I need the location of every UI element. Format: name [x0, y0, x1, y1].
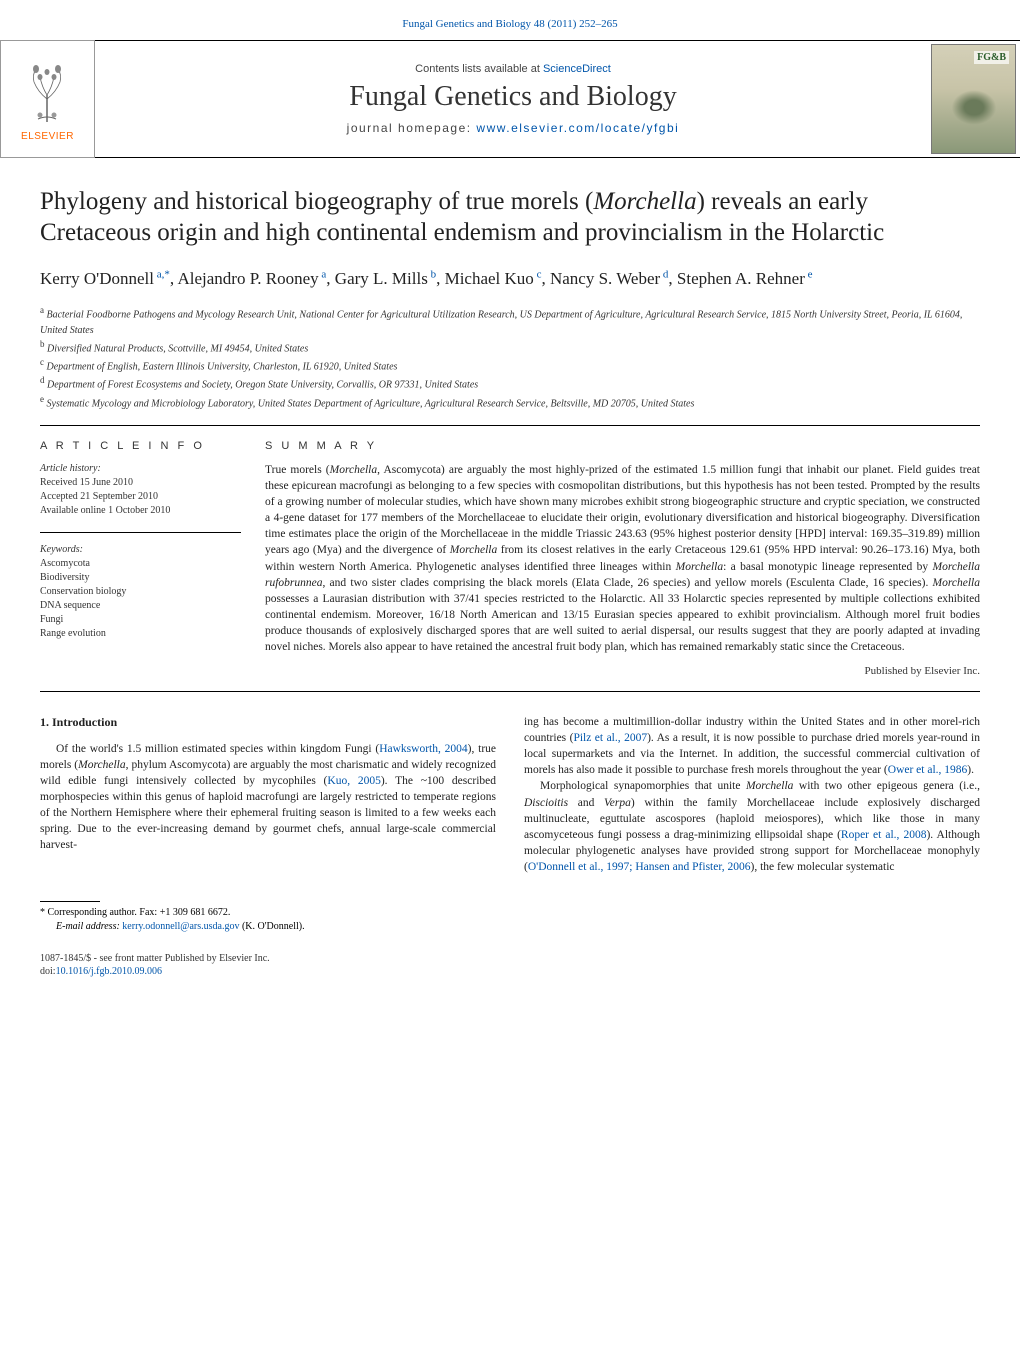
affiliation-c: c Department of English, Eastern Illinoi…: [40, 356, 980, 374]
keyword: Range evolution: [40, 627, 241, 641]
affiliation-b: b Diversified Natural Products, Scottvil…: [40, 338, 980, 356]
history-block: Article history: Received 15 June 2010 A…: [40, 462, 241, 518]
keyword: Biodiversity: [40, 571, 241, 585]
journal-name: Fungal Genetics and Biology: [95, 81, 931, 113]
affiliations: a Bacterial Foodborne Pathogens and Myco…: [40, 304, 980, 411]
intro-para-3: Morphological synapomorphies that unite …: [524, 778, 980, 875]
history-label: Article history:: [40, 462, 241, 476]
elsevier-label: ELSEVIER: [21, 131, 74, 142]
homepage-link[interactable]: www.elsevier.com/locate/yfgbi: [476, 121, 679, 135]
footnote-rule: [40, 901, 100, 902]
affiliation-a: a Bacterial Foodborne Pathogens and Myco…: [40, 304, 980, 337]
abstract-text: True morels (Morchella, Ascomycota) are …: [265, 462, 980, 655]
intro-para-2: ing has become a multimillion-dollar ind…: [524, 714, 980, 778]
footnotes: * Corresponding author. Fax: +1 309 681 …: [40, 901, 480, 934]
keyword: Conservation biology: [40, 585, 241, 599]
summary-heading: S U M M A R Y: [265, 440, 980, 452]
corresponding-author: * Corresponding author. Fax: +1 309 681 …: [40, 906, 480, 920]
masthead: ELSEVIER Contents lists available at Sci…: [0, 40, 1020, 158]
email-who: (K. O'Donnell).: [239, 921, 304, 932]
masthead-center: Contents lists available at ScienceDirec…: [95, 55, 931, 143]
email-line: E-mail address: kerry.odonnell@ars.usda.…: [40, 920, 480, 934]
keywords-block: Keywords: Ascomycota Biodiversity Conser…: [40, 543, 241, 641]
rule-bottom: [40, 691, 980, 692]
column-right: ing has become a multimillion-dollar ind…: [524, 714, 980, 875]
journal-cover-thumb: [931, 44, 1016, 154]
authors: Kerry O'Donnell a,*, Alejandro P. Rooney…: [40, 267, 980, 291]
header-citation: Fungal Genetics and Biology 48 (2011) 25…: [0, 0, 1020, 40]
keyword: Ascomycota: [40, 557, 241, 571]
article-info-heading: A R T I C L E I N F O: [40, 440, 241, 452]
doi-link[interactable]: 10.1016/j.fgb.2010.09.006: [56, 966, 162, 977]
sciencedirect-line: Contents lists available at ScienceDirec…: [95, 63, 931, 75]
intro-heading: 1. Introduction: [40, 714, 496, 731]
affiliation-d: d Department of Forest Ecosystems and So…: [40, 374, 980, 392]
info-abstract-row: A R T I C L E I N F O Article history: R…: [40, 426, 980, 691]
keyword: Fungi: [40, 613, 241, 627]
history-online: Available online 1 October 2010: [40, 504, 241, 518]
info-divider: [40, 532, 241, 533]
email-label: E-mail address:: [56, 921, 122, 932]
footer: 1087-1845/$ - see front matter Published…: [40, 952, 980, 978]
history-accepted: Accepted 21 September 2010: [40, 490, 241, 504]
footer-doi: doi:10.1016/j.fgb.2010.09.006: [40, 965, 980, 978]
citation-link[interactable]: Fungal Genetics and Biology 48 (2011) 25…: [402, 18, 617, 30]
body-columns: 1. Introduction Of the world's 1.5 milli…: [40, 714, 980, 875]
doi-label: doi:: [40, 966, 56, 977]
column-left: 1. Introduction Of the world's 1.5 milli…: [40, 714, 496, 875]
contents-label: Contents lists available at: [415, 63, 543, 75]
homepage-label: journal homepage:: [347, 121, 477, 135]
article-title: Phylogeny and historical biogeography of…: [40, 186, 980, 249]
sciencedirect-link[interactable]: ScienceDirect: [543, 63, 611, 75]
elsevier-tree-icon: [20, 57, 75, 127]
article-info: A R T I C L E I N F O Article history: R…: [40, 440, 265, 677]
summary-column: S U M M A R Y True morels (Morchella, As…: [265, 440, 980, 677]
intro-para-1: Of the world's 1.5 million estimated spe…: [40, 741, 496, 854]
keywords-label: Keywords:: [40, 543, 241, 557]
elsevier-logo: ELSEVIER: [0, 40, 95, 158]
keyword: DNA sequence: [40, 599, 241, 613]
journal-homepage: journal homepage: www.elsevier.com/locat…: [95, 121, 931, 135]
history-received: Received 15 June 2010: [40, 476, 241, 490]
email-link[interactable]: kerry.odonnell@ars.usda.gov: [122, 921, 239, 932]
footer-line1: 1087-1845/$ - see front matter Published…: [40, 952, 980, 965]
copyright: Published by Elsevier Inc.: [265, 665, 980, 677]
affiliation-e: e Systematic Mycology and Microbiology L…: [40, 393, 980, 411]
